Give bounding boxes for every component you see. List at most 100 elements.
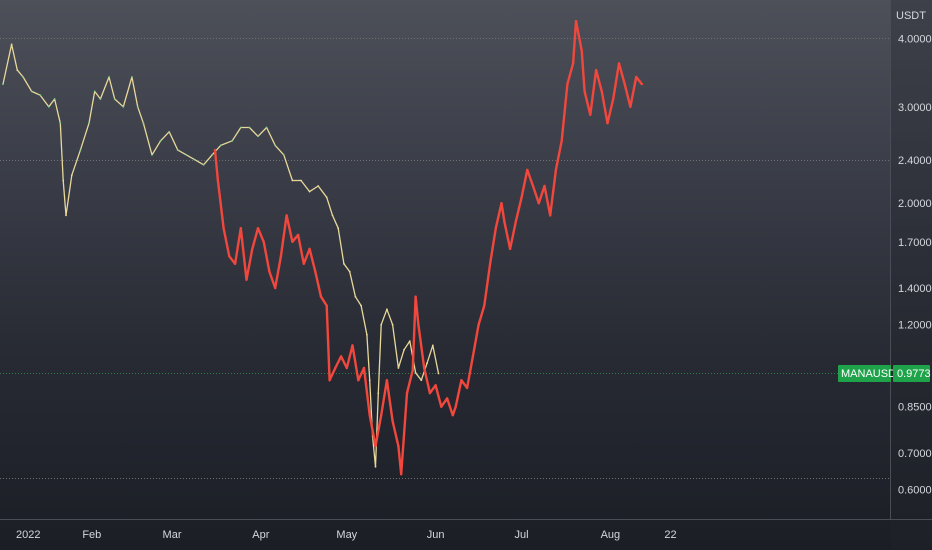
- data-point: [339, 355, 343, 358]
- data-point: [216, 179, 220, 182]
- y-tick-label: 0.8500: [898, 402, 932, 414]
- data-point: [600, 90, 603, 93]
- data-point: [483, 304, 486, 307]
- series-line-1[interactable]: [2, 43, 440, 468]
- data-point: [354, 295, 357, 298]
- data-point: [417, 323, 420, 326]
- data-point: [300, 179, 302, 182]
- y-tick-label: 3.0000: [898, 102, 932, 114]
- data-point: [494, 227, 497, 230]
- series-line-2[interactable]: [213, 20, 643, 476]
- data-point: [606, 122, 609, 125]
- data-point: [222, 227, 225, 230]
- data-point: [434, 384, 437, 387]
- x-tick-label: Jul: [515, 529, 529, 541]
- data-point: [386, 308, 388, 311]
- data-point: [391, 419, 394, 423]
- data-point: [520, 196, 523, 199]
- data-point: [514, 220, 517, 223]
- price-series[interactable]: [2, 20, 644, 476]
- data-point: [53, 98, 56, 100]
- data-point: [248, 126, 251, 129]
- data-point: [308, 190, 311, 193]
- data-point: [428, 391, 432, 395]
- data-point: [268, 270, 271, 273]
- grid-lines: [0, 38, 890, 479]
- price-badge: [893, 365, 930, 382]
- data-point: [325, 304, 328, 307]
- data-point: [471, 355, 475, 358]
- data-point: [108, 76, 110, 78]
- data-point: [531, 184, 535, 188]
- data-point: [331, 214, 334, 217]
- data-point: [231, 139, 234, 142]
- data-point: [397, 367, 400, 369]
- data-point: [334, 366, 337, 370]
- data-point: [366, 333, 368, 336]
- y-tick-label: 1.7000: [898, 237, 932, 249]
- y-tick-label: 1.4000: [898, 283, 932, 295]
- data-point: [574, 20, 578, 23]
- data-point: [368, 414, 371, 417]
- data-point: [343, 262, 345, 265]
- data-point: [403, 348, 405, 351]
- data-point: [239, 126, 242, 129]
- data-point: [93, 90, 96, 93]
- data-point: [629, 105, 632, 109]
- data-point: [560, 139, 563, 142]
- data-point: [503, 220, 506, 223]
- data-point: [385, 379, 389, 382]
- data-point: [405, 391, 409, 395]
- x-tick-label: Aug: [601, 529, 621, 541]
- data-point: [296, 233, 300, 237]
- data-point: [136, 105, 139, 108]
- x-tick-label: Apr: [252, 529, 269, 541]
- data-point: [543, 184, 546, 188]
- data-point: [477, 323, 480, 326]
- y-tick-label: 0.6000: [898, 484, 932, 496]
- data-point: [159, 139, 162, 142]
- y-tick-label: 1.2000: [898, 320, 932, 332]
- data-point: [423, 366, 426, 370]
- data-point: [612, 97, 615, 101]
- data-point: [233, 262, 237, 265]
- data-point: [194, 158, 196, 161]
- data-point: [151, 154, 153, 156]
- data-point: [142, 122, 145, 125]
- data-point: [465, 386, 469, 390]
- data-point: [437, 372, 440, 375]
- price-label: 0.9773: [897, 368, 931, 380]
- data-point: [526, 168, 529, 172]
- data-point: [414, 295, 417, 298]
- data-point: [488, 262, 492, 265]
- data-point: [426, 362, 428, 365]
- data-point: [274, 144, 277, 147]
- data-point: [328, 379, 331, 382]
- data-point: [219, 144, 222, 147]
- data-point: [202, 163, 205, 166]
- data-point: [420, 379, 423, 382]
- data-point: [99, 98, 102, 100]
- y-tick-label: 2.4000: [898, 155, 932, 167]
- data-point: [431, 344, 434, 347]
- data-point: [79, 149, 82, 152]
- data-point: [88, 122, 90, 125]
- data-point: [594, 68, 598, 72]
- data-point: [566, 82, 569, 86]
- data-point: [508, 247, 512, 251]
- data-point: [325, 196, 328, 199]
- data-point: [70, 174, 73, 177]
- data-point: [176, 149, 179, 152]
- price-axis-panel[interactable]: [891, 0, 932, 550]
- data-point: [257, 135, 259, 138]
- data-point: [185, 154, 188, 156]
- data-point: [380, 323, 383, 326]
- data-point: [291, 179, 294, 182]
- data-point: [391, 323, 394, 326]
- data-point: [265, 126, 268, 129]
- data-point: [256, 227, 260, 230]
- data-point: [65, 214, 67, 217]
- data-point: [537, 202, 540, 205]
- current-price-tag: MANAUSDT 0.9773: [838, 365, 931, 382]
